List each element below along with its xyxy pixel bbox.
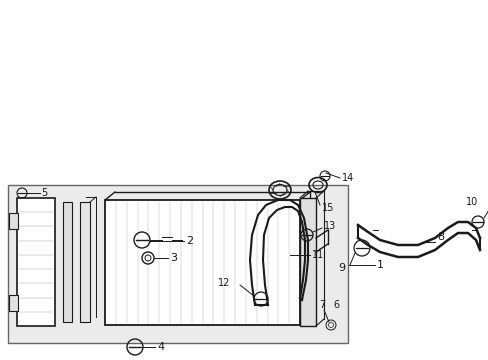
Text: 8: 8: [436, 232, 443, 242]
Bar: [9, 295, 18, 311]
Bar: [8, 185, 347, 343]
Text: 4: 4: [157, 342, 164, 352]
Text: 9: 9: [337, 263, 345, 273]
Text: 10: 10: [465, 197, 477, 207]
Text: 7: 7: [318, 300, 325, 310]
Text: 14: 14: [341, 173, 353, 183]
Text: 15: 15: [321, 203, 334, 213]
Text: 2: 2: [185, 236, 193, 246]
Bar: [63, 202, 72, 322]
Bar: [80, 202, 90, 322]
Text: 1: 1: [376, 260, 383, 270]
Bar: [17, 198, 55, 326]
Bar: [299, 198, 315, 326]
Text: 5: 5: [41, 188, 47, 198]
Text: 12: 12: [218, 278, 230, 288]
Bar: [105, 200, 299, 325]
Text: 6: 6: [332, 300, 339, 310]
Text: 13: 13: [324, 221, 336, 231]
Bar: [9, 213, 18, 229]
Text: 3: 3: [170, 253, 177, 263]
Text: 11: 11: [311, 250, 324, 260]
